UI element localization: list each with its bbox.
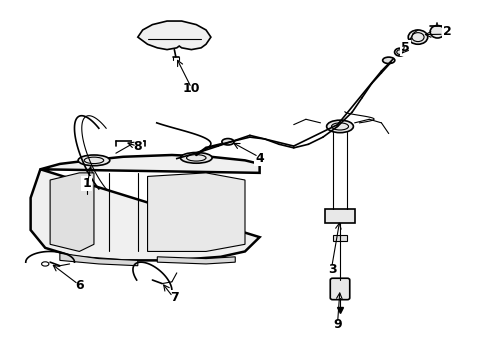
Text: 8: 8 — [133, 140, 142, 153]
Text: 6: 6 — [75, 279, 84, 292]
Polygon shape — [147, 173, 245, 251]
Polygon shape — [60, 253, 138, 266]
Text: 2: 2 — [443, 25, 452, 38]
Ellipse shape — [408, 30, 428, 44]
Ellipse shape — [78, 155, 110, 166]
Ellipse shape — [383, 57, 395, 64]
Ellipse shape — [222, 139, 234, 145]
Polygon shape — [138, 21, 211, 50]
Text: 9: 9 — [333, 318, 342, 331]
Text: 5: 5 — [401, 41, 410, 54]
Text: 10: 10 — [183, 82, 200, 95]
Text: 1: 1 — [82, 177, 91, 190]
Ellipse shape — [430, 26, 445, 38]
Text: 4: 4 — [255, 152, 264, 165]
FancyBboxPatch shape — [333, 235, 347, 241]
Text: 7: 7 — [170, 291, 179, 305]
Text: 3: 3 — [328, 263, 337, 276]
FancyBboxPatch shape — [325, 208, 355, 223]
Ellipse shape — [327, 120, 353, 133]
Ellipse shape — [180, 153, 212, 163]
Polygon shape — [50, 173, 94, 251]
Polygon shape — [157, 257, 235, 264]
FancyBboxPatch shape — [330, 278, 350, 300]
Polygon shape — [30, 155, 260, 260]
Ellipse shape — [394, 48, 405, 56]
